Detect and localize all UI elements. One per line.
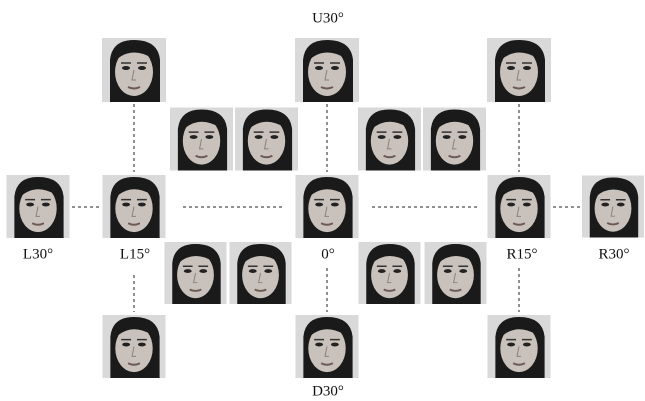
face-image bbox=[103, 175, 166, 238]
pose-label: L30° bbox=[23, 246, 53, 262]
pose-label: R30° bbox=[598, 246, 629, 262]
face-image bbox=[359, 242, 421, 304]
pose-label: R15° bbox=[506, 246, 537, 262]
face-image bbox=[103, 315, 166, 378]
face-image bbox=[582, 176, 644, 238]
face-image bbox=[7, 175, 70, 238]
face-image bbox=[230, 242, 292, 304]
face-image bbox=[296, 175, 359, 238]
pose-label: D30° bbox=[312, 383, 344, 399]
face-image bbox=[487, 38, 551, 102]
face-image bbox=[488, 315, 551, 378]
pose-label: 0° bbox=[321, 246, 335, 262]
face-image bbox=[423, 108, 486, 171]
faces bbox=[7, 38, 645, 378]
face-image bbox=[170, 108, 233, 171]
face-image bbox=[102, 38, 166, 102]
pose-label: U30° bbox=[312, 10, 344, 26]
face-image bbox=[295, 38, 359, 102]
face-image bbox=[488, 175, 551, 238]
face-image bbox=[165, 242, 227, 304]
face-image bbox=[296, 315, 359, 378]
figure: U30° L30° L15° 0° R15° R30° D30° bbox=[0, 0, 645, 401]
face-image bbox=[358, 108, 421, 171]
face-image bbox=[235, 108, 298, 171]
face-image bbox=[425, 242, 487, 304]
pose-label: L15° bbox=[120, 246, 150, 262]
